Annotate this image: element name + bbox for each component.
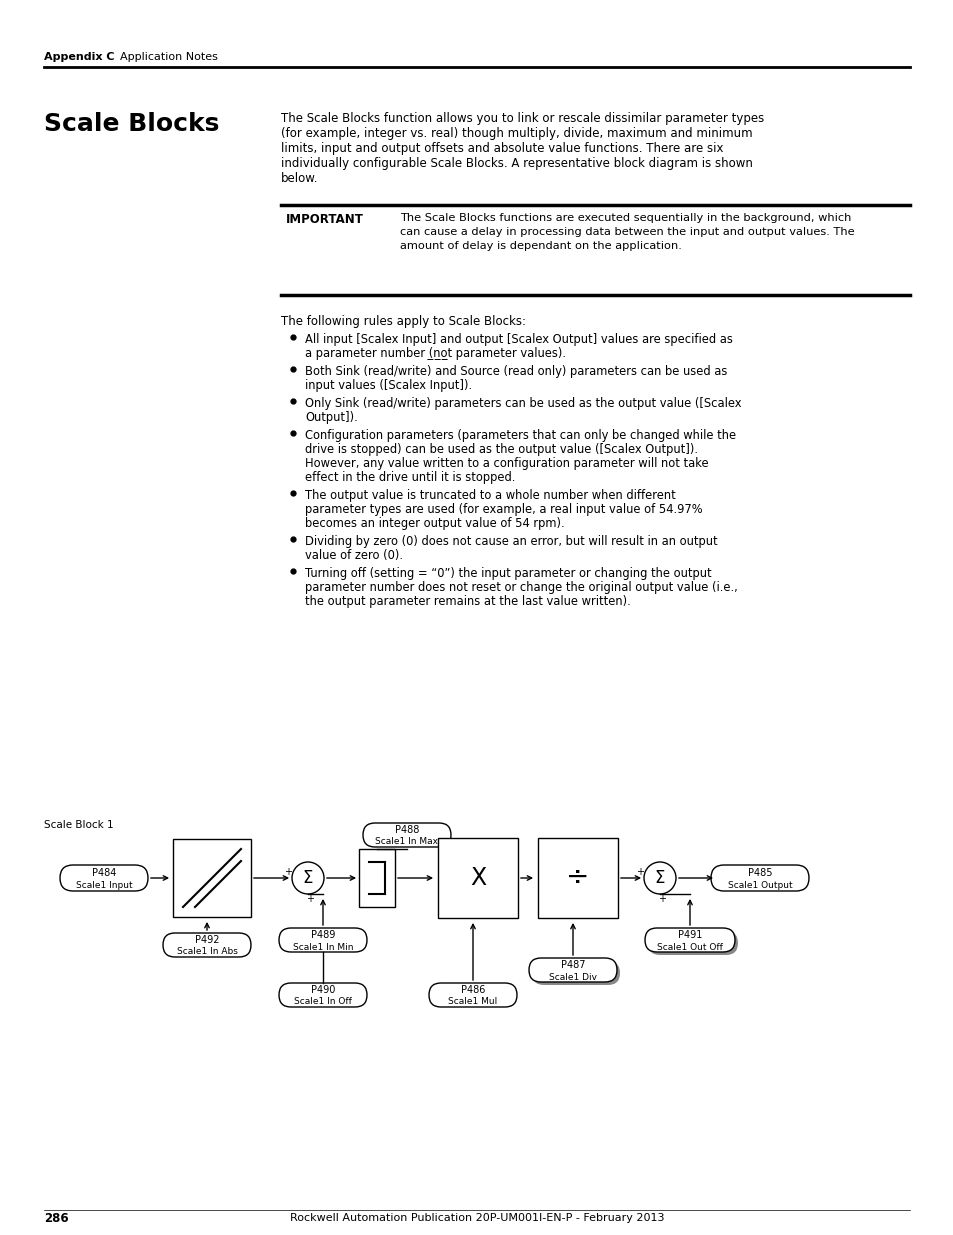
- Text: Turning off (setting = “0”) the input parameter or changing the output: Turning off (setting = “0”) the input pa…: [305, 567, 711, 580]
- Text: becomes an integer output value of 54 rpm).: becomes an integer output value of 54 rp…: [305, 517, 564, 530]
- FancyBboxPatch shape: [710, 864, 808, 890]
- Text: P488: P488: [395, 825, 418, 835]
- Circle shape: [292, 862, 324, 894]
- Text: 286: 286: [44, 1212, 69, 1224]
- Text: Scale1 Div: Scale1 Div: [548, 972, 597, 982]
- Text: Scale Blocks: Scale Blocks: [44, 112, 219, 136]
- Text: +: +: [636, 867, 643, 877]
- Text: amount of delay is dependant on the application.: amount of delay is dependant on the appl…: [399, 241, 681, 251]
- FancyBboxPatch shape: [529, 958, 617, 982]
- FancyBboxPatch shape: [163, 932, 251, 957]
- Text: value of zero (0).: value of zero (0).: [305, 550, 402, 562]
- Text: Configuration parameters (parameters that can only be changed while the: Configuration parameters (parameters tha…: [305, 429, 736, 442]
- FancyBboxPatch shape: [532, 961, 619, 986]
- Text: Output]).: Output]).: [305, 411, 357, 424]
- Text: The Scale Blocks function allows you to link or rescale dissimilar parameter typ: The Scale Blocks function allows you to …: [281, 112, 763, 125]
- Text: below.: below.: [281, 172, 318, 185]
- FancyBboxPatch shape: [647, 931, 738, 955]
- Text: The Scale Blocks functions are executed sequentially in the background, which: The Scale Blocks functions are executed …: [399, 212, 850, 224]
- Text: P485: P485: [747, 868, 771, 878]
- FancyBboxPatch shape: [278, 927, 367, 952]
- FancyBboxPatch shape: [363, 823, 451, 847]
- FancyBboxPatch shape: [278, 983, 367, 1007]
- Text: +: +: [658, 894, 665, 904]
- Text: ÷: ÷: [566, 864, 589, 892]
- Text: limits, input and output offsets and absolute value functions. There are six: limits, input and output offsets and abs…: [281, 142, 722, 156]
- Text: Scale1 In Max: Scale1 In Max: [375, 837, 438, 846]
- Bar: [437, 839, 517, 918]
- Text: Both Sink (read/write) and Source (read only) parameters can be used as: Both Sink (read/write) and Source (read …: [305, 366, 726, 378]
- Text: Dividing by zero (0) does not cause an error, but will result in an output: Dividing by zero (0) does not cause an e…: [305, 535, 717, 548]
- Text: individually configurable Scale Blocks. A representative block diagram is shown: individually configurable Scale Blocks. …: [281, 157, 752, 170]
- Text: +: +: [284, 867, 292, 877]
- Text: P491: P491: [677, 930, 701, 940]
- Text: The following rules apply to Scale Blocks:: The following rules apply to Scale Block…: [281, 315, 525, 329]
- Bar: [358, 848, 395, 906]
- Text: However, any value written to a configuration parameter will not take: However, any value written to a configur…: [305, 457, 708, 471]
- Text: the output parameter remains at the last value written).: the output parameter remains at the last…: [305, 595, 630, 608]
- Text: Scale1 In Min: Scale1 In Min: [293, 942, 353, 951]
- Text: The output value is truncated to a whole number when different: The output value is truncated to a whole…: [305, 489, 675, 501]
- Text: P489: P489: [311, 930, 335, 940]
- Text: IMPORTANT: IMPORTANT: [286, 212, 363, 226]
- Text: Scale1 Input: Scale1 Input: [75, 881, 132, 889]
- Text: a parameter number (̲n̲o̲t parameter values).: a parameter number (̲n̲o̲t parameter val…: [305, 347, 565, 359]
- Text: Only Sink (read/write) parameters can be used as the output value ([Scalex: Only Sink (read/write) parameters can be…: [305, 396, 740, 410]
- Text: P490: P490: [311, 986, 335, 995]
- FancyBboxPatch shape: [644, 927, 734, 952]
- Text: drive is stopped) can be used as the output value ([Scalex Output]).: drive is stopped) can be used as the out…: [305, 443, 698, 456]
- Text: Scale Block 1: Scale Block 1: [44, 820, 113, 830]
- Text: Scale1 Output: Scale1 Output: [727, 881, 792, 889]
- Text: All input [Scalex Input] and output [Scalex Output] values are specified as: All input [Scalex Input] and output [Sca…: [305, 333, 732, 346]
- Bar: [172, 839, 251, 918]
- FancyBboxPatch shape: [60, 864, 148, 890]
- Text: P484: P484: [91, 868, 116, 878]
- Circle shape: [643, 862, 676, 894]
- Text: Scale1 Mul: Scale1 Mul: [448, 998, 497, 1007]
- Text: X: X: [470, 866, 485, 890]
- Text: Application Notes: Application Notes: [120, 52, 217, 62]
- Text: Rockwell Automation Publication 20P-UM001I-EN-P - February 2013: Rockwell Automation Publication 20P-UM00…: [290, 1213, 663, 1223]
- Text: effect in the drive until it is stopped.: effect in the drive until it is stopped.: [305, 471, 515, 484]
- Text: parameter number does not reset or change the original output value (i.e.,: parameter number does not reset or chang…: [305, 580, 737, 594]
- Text: Appendix C: Appendix C: [44, 52, 114, 62]
- Text: +: +: [306, 894, 314, 904]
- Text: Σ: Σ: [654, 869, 664, 887]
- Bar: [537, 839, 618, 918]
- FancyBboxPatch shape: [429, 983, 517, 1007]
- Text: P492: P492: [194, 935, 219, 945]
- Text: Scale1 In Abs: Scale1 In Abs: [176, 947, 237, 956]
- Text: (for example, integer vs. real) though multiply, divide, maximum and minimum: (for example, integer vs. real) though m…: [281, 127, 752, 140]
- Text: Σ: Σ: [302, 869, 313, 887]
- Text: can cause a delay in processing data between the input and output values. The: can cause a delay in processing data bet…: [399, 227, 854, 237]
- Text: input values ([Scalex Input]).: input values ([Scalex Input]).: [305, 379, 472, 391]
- Text: parameter types are used (for example, a real input value of 54.97%: parameter types are used (for example, a…: [305, 503, 702, 516]
- Text: P486: P486: [460, 986, 485, 995]
- Text: Scale1 In Off: Scale1 In Off: [294, 998, 352, 1007]
- Text: Scale1 Out Off: Scale1 Out Off: [657, 942, 722, 951]
- Text: P487: P487: [560, 960, 584, 969]
